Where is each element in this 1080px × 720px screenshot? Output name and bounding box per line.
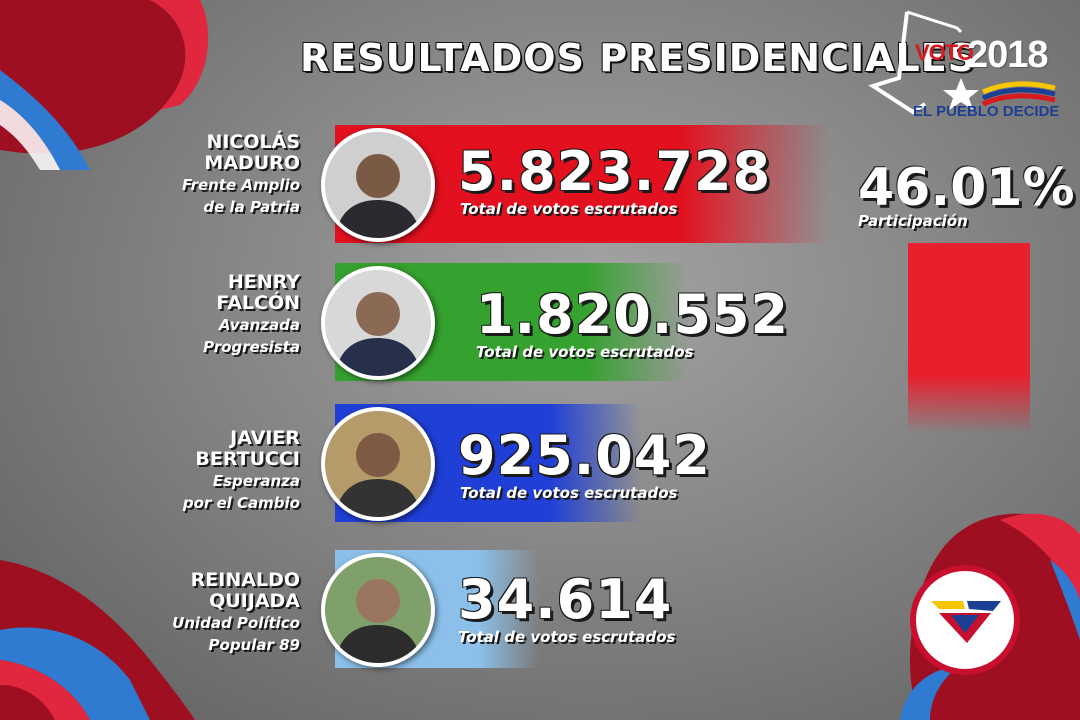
candidate-label: JAVIER BERTUCCI Esperanza por el Cambio bbox=[80, 428, 300, 514]
vote-count: 925.042 bbox=[458, 424, 711, 487]
logo-tagline: EL PUEBLO DECIDE bbox=[913, 103, 1060, 120]
candidate-party-line1: Esperanza bbox=[212, 472, 300, 490]
candidate-name-line2: QUIJADA bbox=[209, 590, 300, 612]
participation-percent: 46.01% bbox=[858, 158, 1075, 218]
vtv-logo bbox=[910, 565, 1020, 675]
candidate-party-line2: Progresista bbox=[203, 338, 300, 356]
candidate-party-line1: Avanzada bbox=[218, 316, 300, 334]
candidate-name-line2: FALCÓN bbox=[216, 292, 300, 314]
logo-voto-word: VOTO bbox=[915, 40, 974, 65]
candidate-name-line2: MADURO bbox=[204, 152, 300, 174]
candidate-party-line2: Popular 89 bbox=[208, 636, 300, 654]
corner-ribbon-top-left bbox=[0, 0, 209, 170]
participation-bar-fill bbox=[908, 243, 1030, 433]
candidate-party-line1: Unidad Político bbox=[172, 614, 300, 632]
candidate-party-line1: Frente Amplio bbox=[182, 176, 300, 194]
candidate-name-line1: REINALDO bbox=[190, 569, 300, 591]
candidate-portrait-icon bbox=[321, 407, 435, 521]
corner-ribbon-bottom-left bbox=[0, 560, 195, 720]
vote-count: 1.820.552 bbox=[476, 283, 790, 346]
candidate-label: HENRY FALCÓN Avanzada Progresista bbox=[80, 272, 300, 358]
vote-count-caption: Total de votos escrutados bbox=[460, 200, 678, 218]
candidate-portrait-icon bbox=[321, 553, 435, 667]
vote-count-caption: Total de votos escrutados bbox=[460, 484, 678, 502]
candidate-name-line2: BERTUCCI bbox=[195, 448, 300, 470]
candidate-name-line1: JAVIER bbox=[230, 427, 300, 449]
candidate-label: REINALDO QUIJADA Unidad Político Popular… bbox=[80, 570, 300, 656]
vote-count-caption: Total de votos escrutados bbox=[476, 343, 694, 361]
candidate-name-line1: NICOLÁS bbox=[206, 131, 300, 153]
voto-2018-logo: VOTO 2018 EL PUEBLO DECIDE bbox=[865, 8, 1075, 123]
participation-label: Participación bbox=[858, 212, 968, 230]
vote-count: 5.823.728 bbox=[458, 140, 772, 203]
candidate-name-line1: HENRY bbox=[227, 271, 300, 293]
candidate-portrait-icon bbox=[321, 266, 435, 380]
participation-bar bbox=[908, 243, 1030, 433]
logo-year: 2018 bbox=[967, 34, 1049, 76]
candidate-label: NICOLÁS MADURO Frente Amplio de la Patri… bbox=[80, 132, 300, 218]
page-title: RESULTADOS PRESIDENCIALES bbox=[300, 36, 977, 80]
candidate-party-line2: de la Patria bbox=[203, 198, 300, 216]
ballot-box-icon bbox=[868, 10, 1056, 115]
candidate-portrait-icon bbox=[321, 128, 435, 242]
candidate-party-line2: por el Cambio bbox=[182, 494, 300, 512]
vote-count-caption: Total de votos escrutados bbox=[458, 628, 676, 646]
vote-count: 34.614 bbox=[458, 568, 673, 631]
